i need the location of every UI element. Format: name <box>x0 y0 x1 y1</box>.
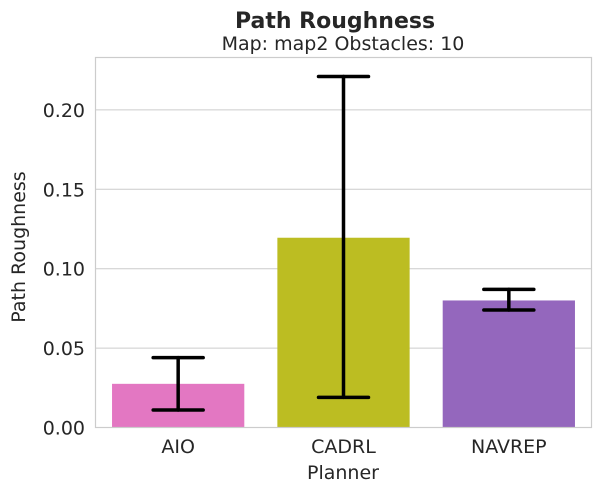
y-tick-label: 0.20 <box>43 100 85 122</box>
chart-title: Path Roughness <box>235 9 435 34</box>
x-tick-label: NAVREP <box>471 436 547 458</box>
y-tick-label: 0.00 <box>43 418 85 440</box>
x-tick-labels: AIO CADRL NAVREP <box>161 436 546 458</box>
bar-navrep <box>442 300 575 428</box>
y-tick-label: 0.10 <box>43 259 85 281</box>
y-tick-label: 0.05 <box>43 338 85 360</box>
plot-frame <box>94 56 593 429</box>
y-tick-labels: 0.00 0.05 0.10 0.15 0.20 <box>43 100 85 440</box>
error-bars <box>151 74 536 412</box>
y-tick-label: 0.15 <box>43 179 85 201</box>
x-tick-label: CADRL <box>311 436 376 458</box>
y-axis-label: Path Roughness <box>8 171 30 322</box>
x-axis-label: Planner <box>307 462 379 484</box>
chart-subtitle: Map: map2 Obstacles: 10 <box>222 33 465 55</box>
x-tick-label: AIO <box>161 436 195 458</box>
